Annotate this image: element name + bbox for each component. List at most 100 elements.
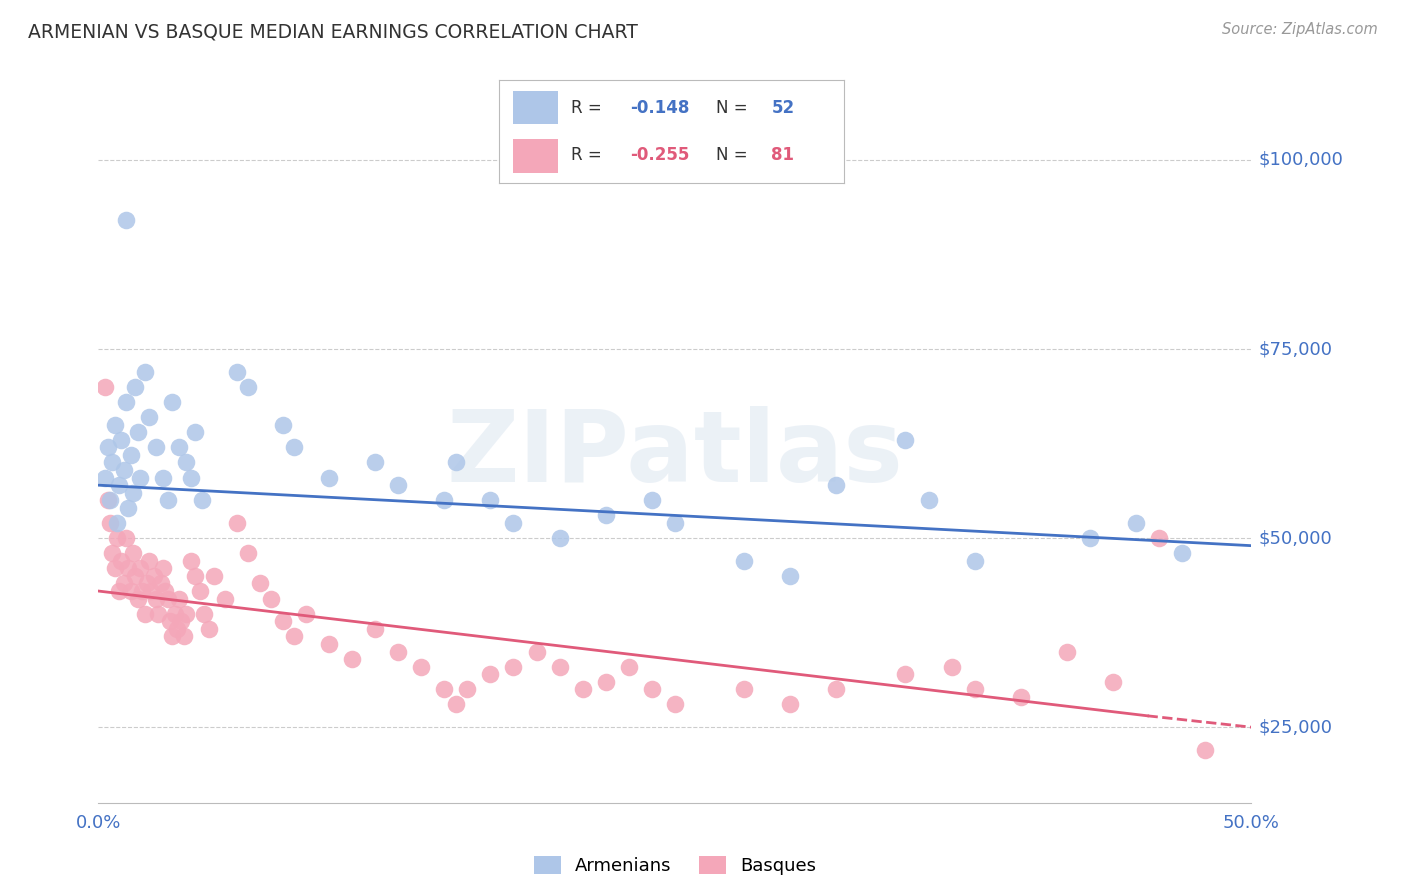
- Point: [174, 607, 197, 621]
- Point: [110, 554, 132, 568]
- Point: [101, 455, 124, 469]
- FancyBboxPatch shape: [513, 139, 558, 173]
- Point: [364, 455, 387, 469]
- Point: [108, 478, 131, 492]
- Point: [779, 569, 801, 583]
- Point: [160, 629, 183, 643]
- Text: 52: 52: [772, 99, 794, 117]
- Point: [101, 546, 124, 560]
- Point: [664, 698, 686, 712]
- Point: [225, 365, 247, 379]
- Point: [1056, 644, 1078, 658]
- Point: [167, 591, 190, 606]
- Point: [155, 584, 177, 599]
- Point: [173, 629, 195, 643]
- Point: [963, 554, 986, 568]
- Point: [103, 417, 125, 432]
- Point: [1147, 531, 1170, 545]
- Point: [364, 622, 387, 636]
- Point: [641, 682, 664, 697]
- Point: [733, 682, 755, 697]
- Point: [1125, 516, 1147, 530]
- Point: [894, 433, 917, 447]
- Point: [97, 441, 120, 455]
- Point: [825, 478, 848, 492]
- Point: [1102, 674, 1125, 689]
- Point: [963, 682, 986, 697]
- Point: [120, 448, 142, 462]
- Text: $50,000: $50,000: [1258, 529, 1331, 547]
- Point: [98, 516, 121, 530]
- Point: [444, 698, 467, 712]
- Point: [433, 682, 456, 697]
- Point: [135, 576, 157, 591]
- Point: [1171, 546, 1194, 560]
- Point: [548, 531, 571, 545]
- Text: R =: R =: [571, 146, 607, 164]
- Point: [617, 659, 640, 673]
- Point: [433, 493, 456, 508]
- Point: [188, 584, 211, 599]
- Point: [214, 591, 236, 606]
- Point: [115, 531, 138, 545]
- Point: [115, 213, 138, 227]
- Point: [180, 470, 202, 484]
- Point: [193, 607, 215, 621]
- Point: [166, 622, 188, 636]
- Point: [271, 615, 294, 629]
- Point: [129, 561, 152, 575]
- Point: [941, 659, 963, 673]
- Point: [1010, 690, 1032, 704]
- Point: [138, 554, 160, 568]
- Point: [318, 470, 340, 484]
- Point: [112, 576, 135, 591]
- Point: [142, 569, 165, 583]
- Point: [131, 584, 153, 599]
- Point: [105, 531, 128, 545]
- Point: [479, 493, 502, 508]
- Point: [124, 569, 146, 583]
- Point: [145, 441, 167, 455]
- Point: [103, 561, 125, 575]
- Point: [156, 591, 179, 606]
- Text: Source: ZipAtlas.com: Source: ZipAtlas.com: [1222, 22, 1378, 37]
- Point: [112, 463, 135, 477]
- Point: [94, 470, 117, 484]
- Point: [159, 615, 181, 629]
- Point: [502, 659, 524, 673]
- Point: [238, 380, 260, 394]
- Point: [825, 682, 848, 697]
- Text: N =: N =: [716, 146, 754, 164]
- Point: [456, 682, 478, 697]
- Point: [664, 516, 686, 530]
- Point: [295, 607, 318, 621]
- Point: [149, 576, 172, 591]
- Point: [115, 395, 138, 409]
- Point: [138, 410, 160, 425]
- Point: [260, 591, 283, 606]
- Point: [108, 584, 131, 599]
- Point: [641, 493, 664, 508]
- Point: [733, 554, 755, 568]
- Point: [127, 591, 149, 606]
- Point: [180, 554, 202, 568]
- Point: [198, 622, 221, 636]
- Text: -0.255: -0.255: [630, 146, 689, 164]
- Point: [117, 500, 139, 515]
- Point: [167, 441, 190, 455]
- Text: -0.148: -0.148: [630, 99, 689, 117]
- Text: N =: N =: [716, 99, 754, 117]
- Point: [122, 546, 145, 560]
- Point: [238, 546, 260, 560]
- Point: [202, 569, 225, 583]
- Point: [526, 644, 548, 658]
- Point: [97, 493, 120, 508]
- Point: [340, 652, 363, 666]
- Point: [387, 478, 409, 492]
- Point: [170, 615, 193, 629]
- Point: [595, 508, 617, 523]
- Point: [387, 644, 409, 658]
- Point: [141, 584, 163, 599]
- Text: $100,000: $100,000: [1258, 151, 1343, 169]
- Point: [444, 455, 467, 469]
